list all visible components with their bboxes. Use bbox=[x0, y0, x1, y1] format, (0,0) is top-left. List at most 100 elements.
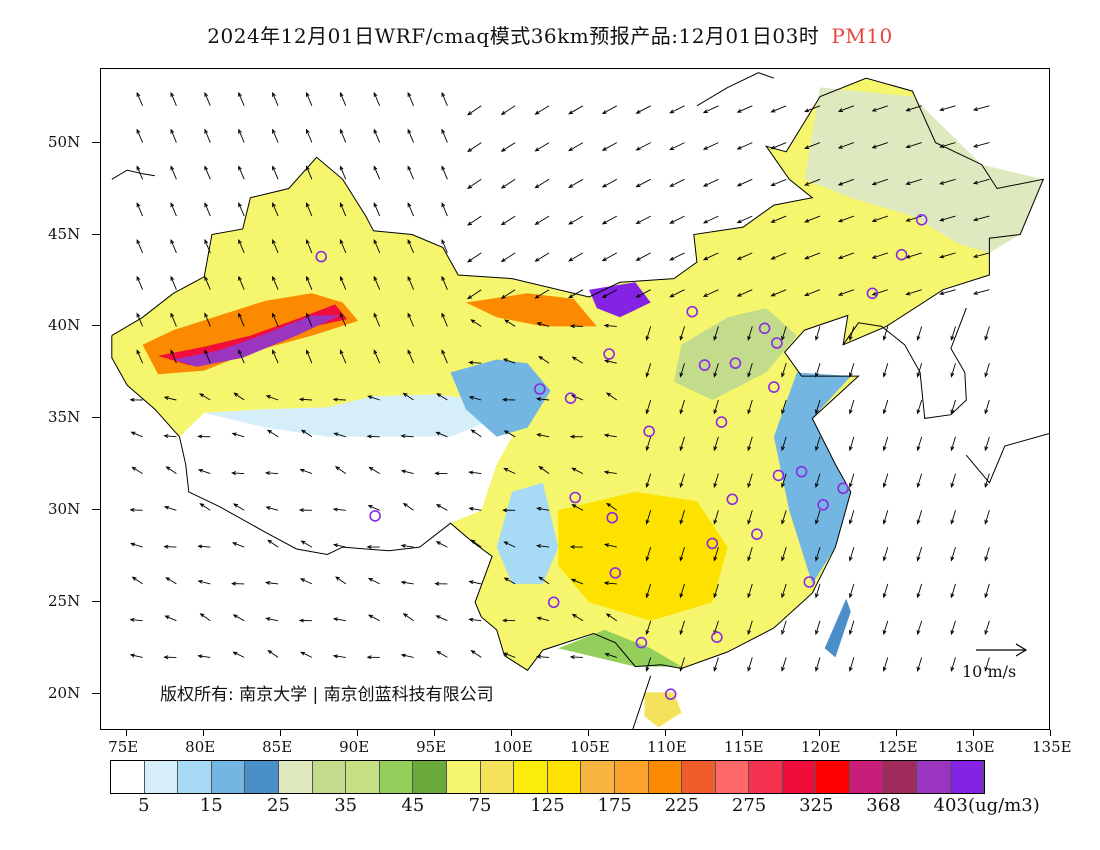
wind-arrow bbox=[848, 473, 855, 488]
wind-arrow bbox=[339, 238, 347, 254]
wind-arrow bbox=[950, 436, 956, 452]
wind-arrow bbox=[238, 312, 245, 327]
wind-arrow bbox=[950, 363, 956, 378]
wind-arrow bbox=[367, 577, 380, 585]
wind-arrow bbox=[645, 363, 652, 378]
longitude-label: 125E bbox=[878, 738, 918, 756]
wind-arrow bbox=[569, 544, 583, 549]
wind-arrow bbox=[635, 252, 651, 261]
longitude-tick bbox=[588, 730, 590, 736]
wind-arrow bbox=[939, 178, 956, 185]
wind-arrow bbox=[536, 506, 550, 511]
wind-arrow bbox=[435, 615, 448, 622]
wind-arrow bbox=[441, 128, 448, 143]
wind-arrow bbox=[272, 349, 279, 364]
latitude-label: 30N bbox=[48, 500, 81, 519]
color-swatch bbox=[917, 761, 951, 793]
color-legend-value: 175 bbox=[597, 795, 632, 816]
wind-arrow bbox=[407, 349, 415, 364]
wind-arrow bbox=[402, 502, 414, 511]
city-station-marker bbox=[837, 482, 849, 495]
wind-arrow bbox=[502, 397, 516, 402]
color-legend-value: 125 bbox=[530, 795, 565, 816]
wind-arrow bbox=[679, 399, 685, 415]
wind-arrow bbox=[332, 654, 346, 659]
wind-arrow bbox=[770, 289, 787, 297]
wind-arrow bbox=[770, 142, 787, 150]
wind-arrow bbox=[468, 580, 482, 585]
wind-arrow bbox=[679, 363, 685, 378]
wind-arrow bbox=[238, 349, 245, 364]
wind-arrow bbox=[747, 657, 753, 672]
wind-arrow bbox=[367, 395, 380, 401]
color-legend-value: 5 bbox=[138, 795, 150, 816]
city-station-marker bbox=[729, 357, 742, 370]
wind-arrow bbox=[373, 312, 381, 327]
wind-arrow bbox=[871, 289, 888, 296]
wind-arrow bbox=[815, 363, 821, 378]
wind-arrow bbox=[204, 128, 211, 143]
wind-arrow bbox=[538, 355, 550, 364]
wind-arrow bbox=[373, 202, 381, 217]
wind-arrow bbox=[536, 616, 550, 622]
wind-arrow bbox=[905, 142, 922, 149]
city-station-marker bbox=[715, 416, 728, 428]
wind-arrow bbox=[916, 657, 923, 672]
city-station-marker bbox=[369, 510, 381, 522]
wind-arrow bbox=[373, 275, 381, 290]
wind-arrow bbox=[500, 142, 516, 152]
wind-arrow bbox=[882, 363, 889, 378]
wind-arrow bbox=[603, 323, 617, 328]
wind-arrow bbox=[441, 312, 448, 327]
wind-arrow bbox=[916, 583, 923, 599]
wind-arrow bbox=[339, 275, 347, 290]
wind-arrow bbox=[470, 539, 482, 548]
wind-arrow bbox=[204, 238, 211, 254]
wind-arrow bbox=[984, 620, 990, 636]
wind-arrow bbox=[568, 178, 584, 188]
wind-arrow bbox=[882, 620, 889, 636]
color-swatch bbox=[144, 761, 179, 793]
wind-arrow bbox=[770, 215, 787, 223]
wind-arrow bbox=[339, 91, 347, 106]
wind-arrow bbox=[645, 399, 652, 415]
wind-arrow bbox=[136, 202, 144, 217]
city-station-marker bbox=[533, 383, 546, 395]
wind-arrow bbox=[815, 510, 821, 525]
wind-arrow bbox=[373, 349, 381, 364]
wind-arrow bbox=[679, 326, 685, 341]
wind-arrow bbox=[804, 252, 821, 260]
longitude-label: 85E bbox=[262, 738, 293, 756]
city-station-marker bbox=[795, 465, 808, 478]
wind-arrow bbox=[467, 178, 482, 189]
wind-arrow bbox=[503, 430, 516, 438]
color-swatch bbox=[446, 761, 481, 793]
vietnam-coast-line bbox=[632, 675, 652, 729]
wind-arrow bbox=[535, 397, 550, 402]
wind-arrow bbox=[916, 399, 923, 415]
wind-arrow bbox=[645, 657, 652, 672]
wind-arrow bbox=[815, 473, 821, 488]
color-legend-value: 15 bbox=[199, 795, 223, 816]
wind-arrow bbox=[871, 105, 888, 112]
wind-arrow bbox=[238, 128, 245, 143]
wind-arrow bbox=[129, 653, 143, 658]
wind-arrow bbox=[500, 178, 516, 189]
wind-arrow bbox=[266, 429, 279, 438]
color-swatch bbox=[648, 761, 683, 793]
forecast-map bbox=[100, 68, 1050, 730]
wind-arrow bbox=[407, 165, 415, 180]
wind-arrow bbox=[635, 289, 651, 298]
wind-arrow bbox=[669, 178, 685, 187]
wind-arrow bbox=[264, 471, 279, 476]
wind-arrow bbox=[736, 105, 753, 113]
wind-arrow bbox=[972, 142, 990, 148]
gobi-orange-region bbox=[465, 293, 597, 327]
wind-arrow bbox=[272, 238, 279, 254]
wind-arrow bbox=[645, 436, 652, 452]
wind-arrow bbox=[871, 252, 888, 259]
wind-arrow bbox=[468, 506, 482, 511]
wind-arrow bbox=[306, 312, 313, 327]
wind-arrow bbox=[848, 583, 855, 599]
latitude-tick bbox=[92, 693, 100, 695]
